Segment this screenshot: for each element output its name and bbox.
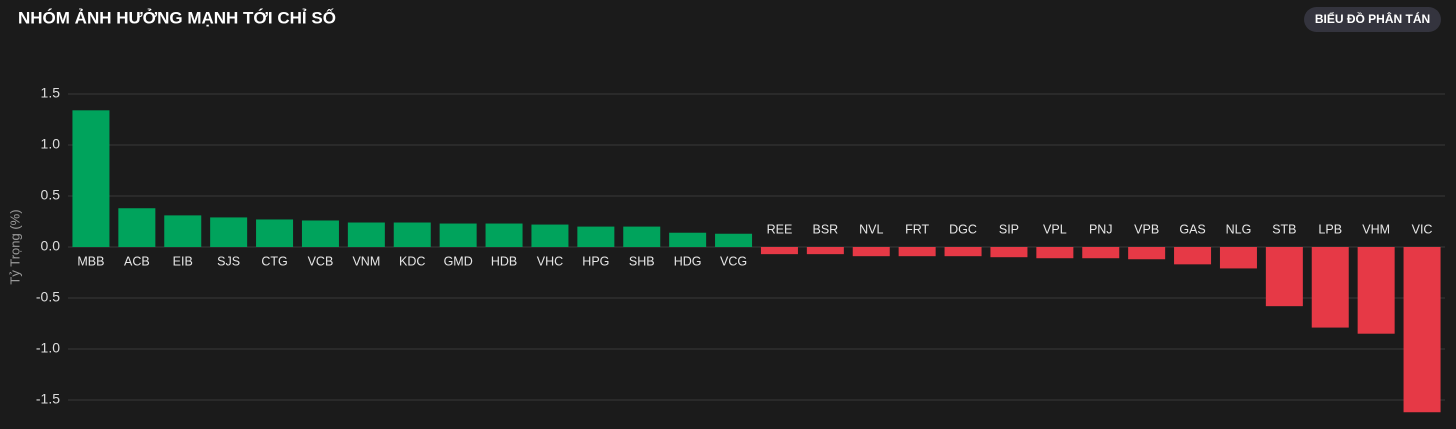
bar xyxy=(898,247,936,257)
bar xyxy=(669,232,707,247)
bar xyxy=(347,222,385,247)
bar xyxy=(1174,247,1212,265)
bar xyxy=(118,208,156,247)
y-tick-label: -0.5 xyxy=(36,289,60,305)
bar xyxy=(1082,247,1120,259)
y-tick-label: 0.0 xyxy=(41,238,61,254)
bar xyxy=(1311,247,1349,328)
y-axis-label: Tỷ Trọng (%) xyxy=(7,209,22,284)
x-tick-label: NVL xyxy=(859,222,883,236)
bar xyxy=(715,233,753,247)
x-tick-label: LPB xyxy=(1318,222,1342,236)
x-tick-label: VHM xyxy=(1362,222,1390,236)
x-tick-label: HDG xyxy=(674,254,702,268)
x-tick-label: EIB xyxy=(173,254,193,268)
x-tick-label: VPL xyxy=(1043,222,1067,236)
button[interactable]: BIỂU ĐỒ PHÂN TÁN xyxy=(1315,11,1430,26)
bar xyxy=(990,247,1028,258)
x-tick-label: SHB xyxy=(629,254,655,268)
bar xyxy=(531,224,569,247)
x-tick-label: VCB xyxy=(308,254,334,268)
bar xyxy=(1219,247,1257,269)
x-tick-label: PNJ xyxy=(1089,222,1113,236)
x-tick-label: FRT xyxy=(905,222,929,236)
bar xyxy=(577,226,615,247)
bar xyxy=(760,247,798,255)
x-tick-label: GMD xyxy=(444,254,473,268)
bar xyxy=(210,217,248,247)
x-tick-label: CTG xyxy=(261,254,287,268)
bar xyxy=(623,226,661,247)
x-tick-label: KDC xyxy=(399,254,425,268)
x-tick-label: SIP xyxy=(999,222,1019,236)
x-tick-label: HPG xyxy=(582,254,609,268)
y-tick-label: 1.5 xyxy=(41,85,61,101)
y-tick-label: 1.0 xyxy=(41,136,61,152)
x-tick-label: VCG xyxy=(720,254,747,268)
bar xyxy=(1403,247,1441,413)
bar xyxy=(1128,247,1166,260)
y-tick-label: 0.5 xyxy=(41,187,61,203)
x-tick-label: NLG xyxy=(1226,222,1252,236)
x-tick-label: BSR xyxy=(812,222,838,236)
button-bg[interactable] xyxy=(1304,7,1441,32)
bar xyxy=(439,223,477,247)
x-tick-label: REE xyxy=(767,222,793,236)
x-tick-label: VHC xyxy=(537,254,563,268)
bar xyxy=(72,110,110,247)
y-tick-label: -1.0 xyxy=(36,340,60,356)
y-tick-label: -1.5 xyxy=(36,391,60,407)
bar xyxy=(485,223,523,247)
x-tick-label: GAS xyxy=(1179,222,1205,236)
x-tick-label: VNM xyxy=(352,254,380,268)
bar xyxy=(256,219,294,247)
bar xyxy=(393,222,431,247)
bar xyxy=(1036,247,1074,259)
bar xyxy=(301,220,339,247)
x-tick-label: VPB xyxy=(1134,222,1159,236)
bar xyxy=(806,247,844,255)
x-tick-label: MBB xyxy=(77,254,104,268)
x-tick-label: HDB xyxy=(491,254,517,268)
x-tick-label: STB xyxy=(1272,222,1296,236)
x-tick-label: VIC xyxy=(1412,222,1433,236)
x-tick-label: DGC xyxy=(949,222,977,236)
chart-title: NHÓM ẢNH HƯỞNG MẠNH TỚI CHỈ SỐ xyxy=(18,7,336,27)
bar xyxy=(852,247,890,257)
bar xyxy=(944,247,982,257)
x-tick-label: ACB xyxy=(124,254,150,268)
x-tick-label: SJS xyxy=(217,254,240,268)
bar xyxy=(1265,247,1303,307)
bar xyxy=(164,215,202,247)
bar xyxy=(1357,247,1395,334)
